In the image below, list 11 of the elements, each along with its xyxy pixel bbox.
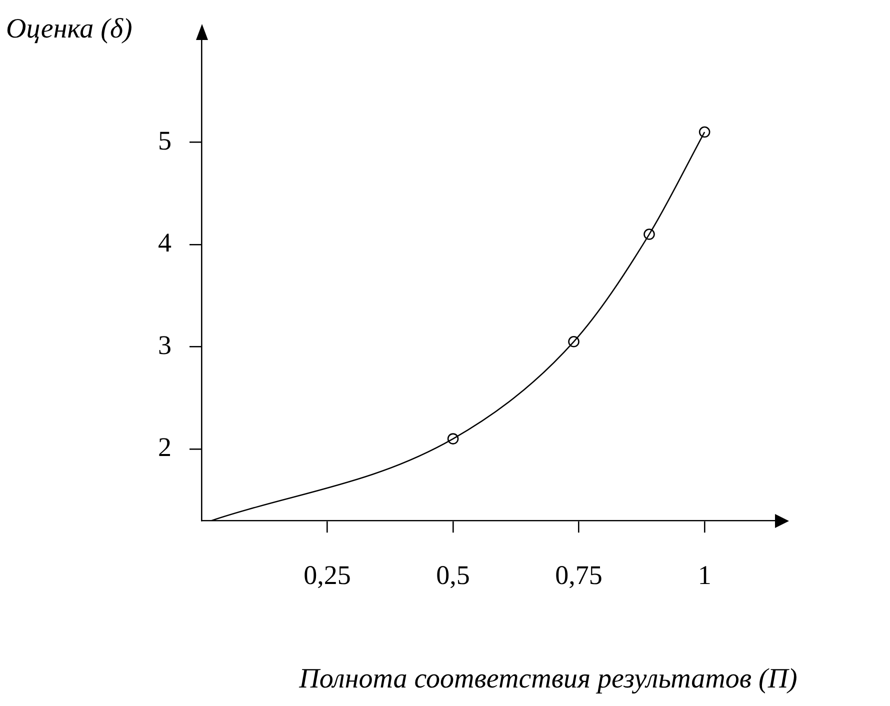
x-tick-label: 0,25 — [304, 560, 351, 590]
y-axis-title: Оценка (δ) — [6, 13, 132, 44]
x-axis-title: Полнота соответствия результатов (П) — [298, 663, 798, 694]
x-tick-label: 1 — [698, 560, 712, 590]
y-tick-label: 3 — [158, 330, 172, 360]
point — [698, 126, 710, 138]
y-tick-label: 4 — [158, 228, 172, 258]
y-tick-label: 5 — [158, 125, 172, 156]
x-tick-label: 0,75 — [555, 560, 602, 590]
x-tick-label: 0,5 — [436, 560, 470, 590]
y-tick-label: 2 — [158, 432, 172, 462]
